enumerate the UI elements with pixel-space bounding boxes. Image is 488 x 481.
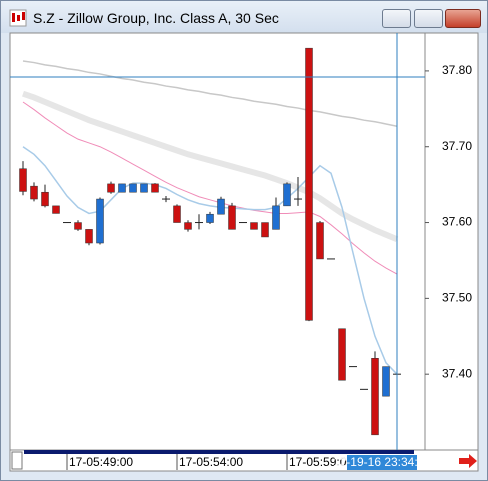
candle-body xyxy=(382,366,390,397)
moving-average xyxy=(22,146,398,375)
candle-body xyxy=(85,229,93,244)
crosshair-x-label: 12-19-16 23:34:00 xyxy=(333,455,431,469)
candle-body xyxy=(261,222,269,238)
candle-body xyxy=(217,198,225,215)
y-tick-label: 37.60 xyxy=(442,215,472,229)
crosshair-label-bg xyxy=(347,455,417,470)
candle-body xyxy=(140,183,148,193)
candle-body xyxy=(96,198,104,244)
moving-average xyxy=(22,101,398,275)
candle-body xyxy=(305,47,313,321)
candle-body xyxy=(206,213,214,223)
moving-average xyxy=(22,60,398,127)
candle-body xyxy=(74,222,82,230)
app-icon xyxy=(9,9,27,27)
candle-body xyxy=(371,358,379,436)
candle-body xyxy=(184,222,192,230)
candle-body xyxy=(30,185,38,200)
y-tick-label: 37.70 xyxy=(442,139,472,153)
y-tick-label: 37.50 xyxy=(442,291,472,305)
window-title: S.Z - Zillow Group, Inc. Class A, 30 Sec xyxy=(33,10,279,26)
minimize-button[interactable] xyxy=(382,9,411,28)
candle-body xyxy=(283,183,291,207)
candle-body xyxy=(129,183,137,193)
y-tick-label: 37.80 xyxy=(442,63,472,77)
candle-body xyxy=(118,183,126,193)
candle-body xyxy=(173,205,181,223)
x-tick-label: 17-05:59:00 xyxy=(289,455,353,469)
candle-body xyxy=(250,222,258,230)
candle-body xyxy=(316,222,324,260)
candle-body xyxy=(41,191,49,207)
x-tick-label: 17-05:54:00 xyxy=(179,455,243,469)
moving-average xyxy=(22,90,399,242)
candle-body xyxy=(272,205,280,230)
candle-body xyxy=(52,205,60,214)
scroll-arrow[interactable] xyxy=(459,454,477,468)
maximize-button[interactable] xyxy=(414,9,443,28)
x-tick-label: 17-05:49:00 xyxy=(69,455,133,469)
candle-body xyxy=(228,205,236,230)
y-tick-label: 37.40 xyxy=(442,366,472,380)
candle-body xyxy=(151,183,159,193)
title-bar: S.Z - Zillow Group, Inc. Class A, 30 Sec xyxy=(1,1,487,33)
candle-body xyxy=(338,328,346,381)
candle-body xyxy=(107,183,115,193)
close-button[interactable] xyxy=(445,9,481,28)
candle-body xyxy=(19,168,27,192)
